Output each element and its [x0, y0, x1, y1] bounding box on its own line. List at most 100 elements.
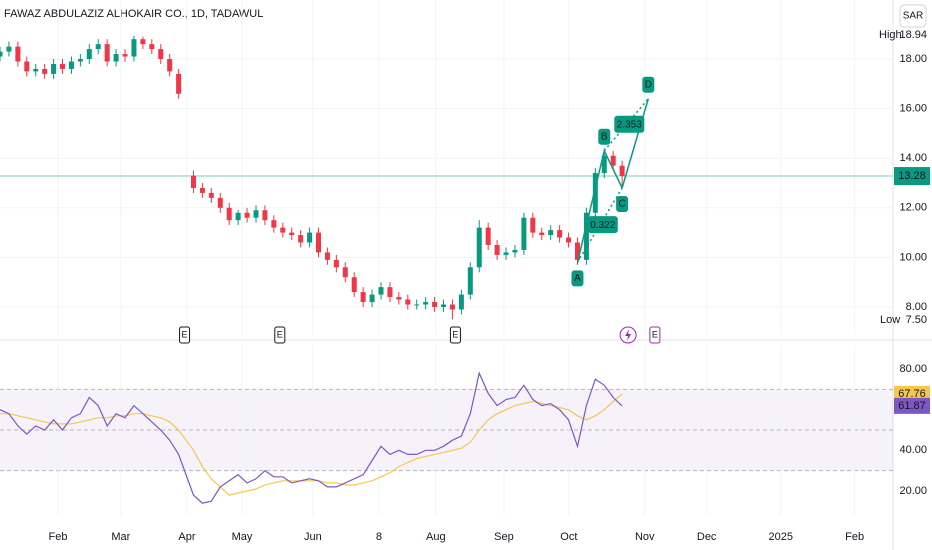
low-value: 7.50	[906, 314, 927, 326]
candle-body	[521, 217, 527, 250]
candle-body	[512, 249, 518, 253]
candle-body	[289, 232, 295, 236]
candle-body	[199, 187, 205, 193]
candle-body	[68, 61, 74, 69]
candle-body	[149, 44, 155, 50]
candle-body	[140, 39, 146, 45]
x-tick-label: 2025	[769, 531, 793, 543]
high-label: High	[879, 29, 902, 41]
candle-body	[619, 165, 625, 177]
last-price-label: 13.28	[898, 170, 926, 182]
candle-body	[333, 259, 339, 268]
rsi-ma-line	[0, 393, 623, 496]
low-label: Low	[880, 314, 900, 326]
candle-body	[95, 44, 101, 50]
ratio-box	[587, 216, 618, 234]
x-tick-label: Mar	[111, 531, 130, 543]
candle-body	[33, 68, 39, 72]
candle-body	[104, 44, 110, 62]
candle-body	[86, 49, 92, 60]
candle-body	[176, 73, 182, 94]
candle-body	[360, 292, 366, 303]
candle-body	[494, 244, 500, 255]
x-tick-label: Nov	[635, 531, 655, 543]
event-label: E	[277, 329, 283, 339]
candle-body	[15, 46, 21, 62]
candle-body	[583, 212, 589, 260]
event-marker	[649, 326, 661, 344]
y-tick-label: 10.00	[899, 251, 927, 263]
rsi-last-box	[894, 397, 930, 414]
candle-body	[235, 212, 241, 221]
candle-body	[122, 54, 128, 57]
x-tick-label: Jun	[304, 531, 322, 543]
pattern-point-label: C	[619, 199, 626, 210]
y-tick-label: 18.00	[899, 53, 927, 65]
candle-body	[610, 155, 616, 166]
event-label: E	[182, 329, 188, 339]
candle-body	[77, 59, 83, 62]
x-tick-label: Sep	[494, 531, 514, 543]
candle-body	[131, 39, 137, 57]
candle-body	[441, 304, 447, 307]
candle-body	[476, 227, 482, 268]
rsi-last-label: 67.76	[898, 388, 926, 400]
rsi-last-label: 61.87	[898, 400, 926, 412]
candle-body	[208, 192, 214, 198]
candle-body	[414, 304, 420, 306]
rsi-tick-label: 20.00	[899, 485, 927, 497]
candle-body	[557, 230, 563, 238]
candle-body	[0, 51, 3, 57]
x-tick-label: May	[232, 531, 253, 543]
candle-body	[298, 235, 304, 243]
candle-body	[271, 220, 277, 228]
pattern-point-box	[598, 128, 611, 145]
rsi-tick-label: 80.00	[899, 363, 927, 375]
x-tick-label: Oct	[560, 531, 577, 543]
candle-body	[42, 68, 48, 74]
candle-body	[158, 49, 164, 60]
event-marker	[449, 326, 461, 344]
candle-body	[60, 63, 66, 69]
pattern-point-box	[571, 270, 584, 287]
event-marker	[179, 326, 191, 344]
candle-body	[244, 212, 250, 218]
y-tick-label: 14.00	[899, 152, 927, 164]
candle-body	[217, 197, 223, 208]
high-value: 18.94	[899, 29, 927, 41]
x-tick-label: Dec	[697, 531, 717, 543]
event-label: E	[652, 329, 658, 339]
x-tick-label: Apr	[178, 531, 195, 543]
candle-body	[601, 155, 607, 174]
ratio-label: 2.353	[617, 119, 642, 130]
candle-body	[574, 242, 580, 260]
candle-body	[396, 297, 402, 300]
pattern-point-box	[642, 76, 655, 93]
candle-body	[351, 277, 357, 293]
last-price-box	[894, 167, 930, 186]
candle-body	[458, 294, 464, 310]
y-tick-label: 12.00	[899, 202, 927, 214]
pattern-point-label: D	[645, 79, 652, 90]
candle-body	[167, 59, 173, 72]
x-tick-label: Feb	[49, 531, 68, 543]
candle-body	[280, 227, 286, 233]
candle-body	[423, 302, 429, 305]
currency-button[interactable]	[899, 4, 927, 28]
candle-body	[387, 287, 393, 298]
candle-body	[485, 227, 491, 245]
candle-body	[113, 54, 119, 62]
candle-body	[530, 217, 536, 233]
y-tick-label: 16.00	[899, 103, 927, 115]
event-marker	[274, 326, 286, 344]
y-tick-label: 8.00	[906, 301, 927, 313]
candle-body	[342, 267, 348, 278]
candle-body	[503, 252, 509, 255]
x-tick-label: 8	[376, 531, 382, 543]
pattern-line	[621, 98, 650, 189]
currency: SAR	[903, 11, 924, 22]
candle-body	[51, 63, 57, 74]
candle-body	[449, 304, 455, 310]
candle-body	[467, 267, 473, 295]
